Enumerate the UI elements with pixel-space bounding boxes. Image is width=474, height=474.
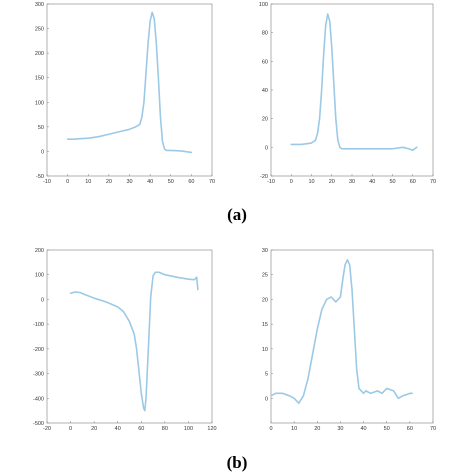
x-tick-label: 20 xyxy=(91,426,97,432)
y-tick-label: -300 xyxy=(33,372,44,378)
y-tick-label: 0 xyxy=(41,149,44,155)
y-tick-label: -400 xyxy=(33,396,44,402)
y-tick-label: -100 xyxy=(33,322,44,328)
y-tick-label: 0 xyxy=(265,396,268,402)
x-tick-label: 60 xyxy=(410,179,416,185)
y-tick-label: 20 xyxy=(262,297,268,303)
x-tick-label: 60 xyxy=(138,426,144,432)
x-tick-label: 40 xyxy=(361,426,367,432)
x-tick-label: 60 xyxy=(188,179,194,185)
y-tick-label: 100 xyxy=(259,2,268,8)
series-line xyxy=(69,271,199,412)
x-tick-label: 20 xyxy=(106,179,112,185)
axes-frame xyxy=(270,3,434,177)
x-tick-label: 10 xyxy=(291,426,297,432)
y-tick-label: 100 xyxy=(35,273,44,279)
x-tick-label: 60 xyxy=(407,426,413,432)
x-tick-label: 50 xyxy=(389,179,395,185)
y-tick-label: 100 xyxy=(35,100,44,106)
x-tick-label: 70 xyxy=(430,179,436,185)
x-tick-label: 40 xyxy=(115,426,121,432)
x-tick-label: 20 xyxy=(329,179,335,185)
y-tick-label: 30 xyxy=(262,248,268,254)
y-tick-label: 10 xyxy=(262,347,268,353)
x-tick-label: 40 xyxy=(369,179,375,185)
chart-top-right: -10 0 10 20 30 40 50 60 70 -20 0 20 40 60 80 100 xyxy=(259,2,436,185)
y-tick-label: 20 xyxy=(262,117,268,123)
x-tick-label: 0 xyxy=(290,179,293,185)
chart-bottom-left: -20 0 20 40 60 80 100 120-500-400-300-200-10001… xyxy=(33,248,217,432)
x-tick-label: 10 xyxy=(85,179,91,185)
y-tick-label: 5 xyxy=(265,372,268,378)
y-tick-label: 50 xyxy=(38,125,44,131)
y-tick-label: 25 xyxy=(262,273,268,279)
x-tick-label: 80 xyxy=(162,426,168,432)
x-tick-label: 10 xyxy=(308,179,314,185)
x-tick-label: -10 xyxy=(267,179,275,185)
axes-frame xyxy=(46,3,213,177)
x-tick-label: 70 xyxy=(209,179,215,185)
x-tick-label: 0 xyxy=(69,426,72,432)
panel-label-b: (b) xyxy=(227,453,248,472)
x-tick-label: 100 xyxy=(184,426,193,432)
y-tick-label: 80 xyxy=(262,31,268,37)
x-tick-label: 20 xyxy=(314,426,320,432)
series-line xyxy=(270,259,413,405)
x-tick-label: -20 xyxy=(43,426,51,432)
x-tick-label: -10 xyxy=(43,179,51,185)
x-tick-label: 30 xyxy=(126,179,132,185)
y-tick-label: 200 xyxy=(35,51,44,57)
series-line xyxy=(290,13,418,151)
y-tick-label: 40 xyxy=(262,88,268,94)
y-tick-label: 150 xyxy=(35,76,44,82)
y-tick-label: 15 xyxy=(262,322,268,328)
x-tick-label: 70 xyxy=(430,426,436,432)
panel-label-a: (a) xyxy=(227,205,247,224)
y-tick-label: -200 xyxy=(33,347,44,353)
y-tick-label: 0 xyxy=(265,145,268,151)
y-tick-label: 200 xyxy=(35,248,44,254)
axes-frame xyxy=(46,249,213,424)
x-tick-label: 30 xyxy=(337,426,343,432)
x-tick-label: 0 xyxy=(66,179,69,185)
y-tick-label: -500 xyxy=(33,421,44,427)
y-tick-label: -20 xyxy=(260,174,268,180)
y-tick-label: 250 xyxy=(35,27,44,33)
x-tick-label: 30 xyxy=(349,179,355,185)
chart-bottom-right: 0 10 20 30 40 50 60 70 0 5 10 15 20 25 30 xyxy=(262,248,436,432)
series-line xyxy=(66,11,193,154)
y-tick-label: 300 xyxy=(35,2,44,8)
x-tick-label: 40 xyxy=(147,179,153,185)
y-tick-label: 60 xyxy=(262,59,268,65)
x-tick-label: 0 xyxy=(269,426,272,432)
y-tick-label: -50 xyxy=(36,174,44,180)
chart-top-left: -10 0 10 20 30 40 50 60 70 -50 0 50 100 150 200 250 300 xyxy=(35,2,215,185)
axes-frame xyxy=(270,249,434,424)
x-tick-label: 50 xyxy=(384,426,390,432)
y-tick-label: 0 xyxy=(41,297,44,303)
x-tick-label: 120 xyxy=(207,426,216,432)
x-tick-label: 50 xyxy=(168,179,174,185)
